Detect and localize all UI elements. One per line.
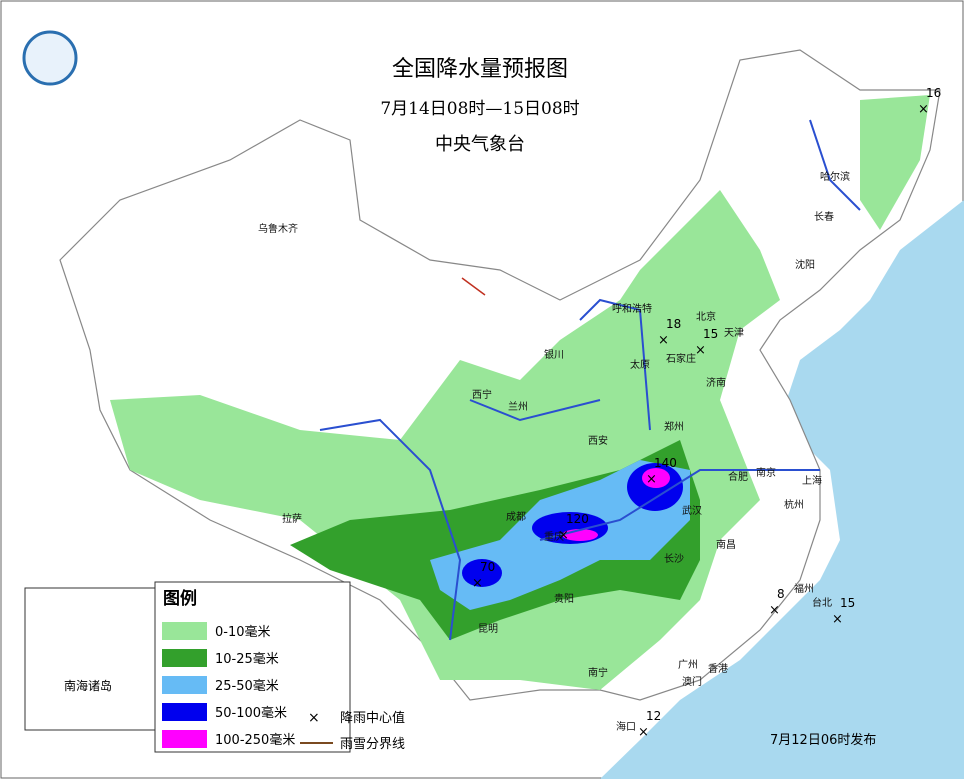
city-label: 沈阳 (795, 258, 815, 271)
center-marker: × (918, 102, 929, 117)
legend-swatch (162, 730, 207, 748)
city-label: 重庆 (544, 530, 564, 543)
city-label: 太原 (630, 358, 650, 371)
legend-swatch (162, 649, 207, 667)
center-marker: × (658, 333, 669, 348)
rain-zone-ne (860, 95, 930, 230)
city-label: 哈尔滨 (820, 170, 850, 183)
center-marker: × (638, 725, 649, 740)
inset-label: 南海诸岛 (64, 678, 112, 693)
rain-zone-50-100 (462, 559, 502, 587)
rain-center-value: 140 (654, 456, 677, 470)
legend-symbol: × (308, 710, 320, 726)
period: 7月14日08时—15日08时 (380, 99, 579, 119)
city-label: 银川 (544, 348, 564, 361)
city-label: 南宁 (588, 666, 608, 679)
legend-label: 10-25毫米 (215, 651, 279, 667)
center-marker: × (646, 472, 657, 487)
center-marker: × (832, 612, 843, 627)
city-label: 南京 (756, 466, 776, 479)
legend-swatch (162, 703, 207, 721)
legend-label: 雨雪分界线 (340, 737, 405, 752)
city-label: 台北 (812, 596, 832, 609)
legend-label: 0-10毫米 (215, 624, 271, 640)
river (319, 119, 861, 641)
rain-center-value: 15 (703, 327, 718, 341)
city-label: 济南 (706, 376, 726, 389)
legend-label: 100-250毫米 (215, 732, 295, 748)
legend-swatch (162, 676, 207, 694)
legend-label: 25-50毫米 (215, 678, 279, 694)
center-marker: × (695, 343, 706, 358)
city-label: 乌鲁木齐 (258, 222, 298, 235)
rain-center-value: 18 (666, 317, 681, 331)
title: 全国降水量预报图 (392, 57, 568, 82)
rain-zone-100-250 (642, 468, 670, 488)
city-label: 广州 (678, 659, 698, 671)
city-label: 石家庄 (666, 352, 696, 365)
city-label: 海口 (616, 720, 636, 733)
legend-label: 50-100毫米 (215, 705, 287, 721)
issuer: 中央气象台 (435, 134, 525, 155)
rain-center-value: 16 (926, 86, 941, 100)
legend-swatch (162, 622, 207, 640)
legend-title: 图例 (163, 588, 197, 609)
inset (24, 587, 156, 731)
city-label: 西安 (588, 434, 608, 447)
rain-snow-line (461, 277, 486, 296)
city-label: 南昌 (716, 538, 736, 551)
rain-center-value: 120 (566, 512, 589, 526)
city-label: 贵阳 (554, 592, 574, 605)
city-label: 上海 (802, 474, 822, 487)
city-label: 香港 (708, 663, 728, 675)
city-label: 成都 (506, 511, 526, 523)
city-label: 郑州 (664, 420, 684, 433)
city-label: 北京 (696, 310, 716, 323)
rain-center-value: 70 (480, 560, 495, 574)
logo (22, 30, 78, 86)
legend-label: 降雨中心值 (340, 710, 405, 726)
city-label: 合肥 (728, 470, 748, 483)
city-label: 长沙 (664, 553, 684, 565)
center-marker: × (558, 528, 569, 543)
city-label: 福州 (794, 582, 814, 595)
city-label: 昆明 (478, 623, 498, 635)
city-label: 呼和浩特 (612, 303, 652, 315)
rain-center-value: 15 (840, 596, 855, 610)
center-marker: × (472, 576, 483, 591)
rain-center-value: 12 (646, 709, 661, 723)
city-label: 拉萨 (282, 512, 302, 525)
city-label: 武汉 (682, 504, 702, 517)
city-label: 澳门 (682, 675, 702, 688)
ocean (600, 200, 964, 779)
city-label: 杭州 (784, 498, 804, 511)
center-marker: × (769, 603, 780, 618)
rain-center-value: 8 (777, 587, 785, 601)
city-label: 兰州 (508, 400, 528, 413)
footer: 7月12日06时发布 (770, 732, 876, 748)
city-label: 长春 (814, 211, 834, 223)
city-label: 天津 (724, 327, 744, 339)
city-label: 西宁 (472, 388, 492, 401)
